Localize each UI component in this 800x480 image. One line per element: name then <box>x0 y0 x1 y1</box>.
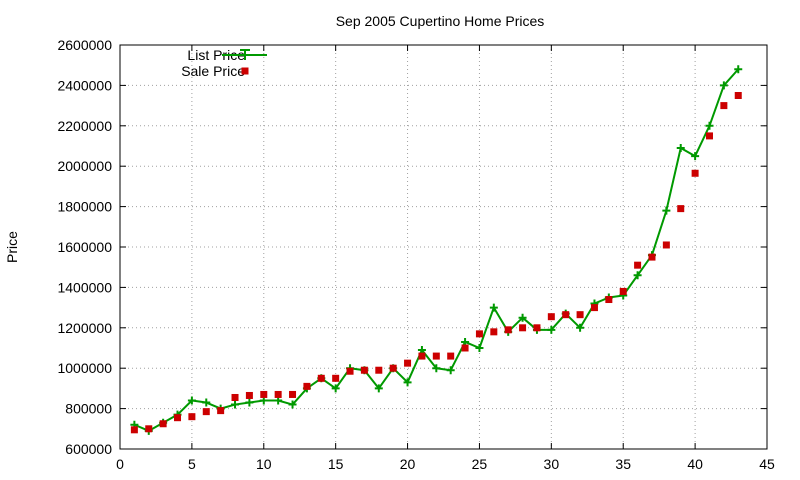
x-tick-label: 30 <box>544 456 560 472</box>
sale-price-point <box>519 324 527 332</box>
sale-price-point <box>691 169 699 177</box>
sale-price-point <box>447 352 455 360</box>
sale-price-point <box>461 344 469 352</box>
sale-price-point <box>562 311 570 319</box>
ticks-layer: 0 5 10 15 20 25 30 35 40 45 600000 800000 1000000 120… <box>57 37 775 472</box>
sale-price-point <box>202 408 210 416</box>
sale-price-point <box>475 330 483 338</box>
list-price-point <box>734 65 743 74</box>
sale-price-point <box>734 92 742 99</box>
sale-price-point <box>159 420 167 428</box>
sale-price-point <box>705 132 713 140</box>
sale-price-point <box>389 364 397 372</box>
y-tick-label: 2000000 <box>57 158 112 174</box>
y-tick-label: 1000000 <box>57 360 112 376</box>
sale-price-point <box>130 426 138 434</box>
sale-price-point <box>317 374 325 382</box>
list-price-point <box>245 398 254 407</box>
list-price-point <box>475 344 484 352</box>
sale-price-point <box>720 102 728 110</box>
x-tick-label: 0 <box>116 456 124 472</box>
list-price-point <box>518 313 527 322</box>
sale-price-point <box>375 366 383 374</box>
list-price-point <box>547 325 556 334</box>
x-tick-label: 15 <box>328 456 344 472</box>
list-price-point <box>374 384 383 393</box>
legend-marker-list-price <box>240 49 250 60</box>
y-axis-label: Price <box>4 231 20 263</box>
list-price-point <box>705 121 714 130</box>
sale-price-point <box>504 326 512 334</box>
legend: List Price Sale Price <box>181 47 267 79</box>
y-tick-label: 800000 <box>65 401 112 417</box>
grid-layer <box>120 45 767 449</box>
sale-price-point <box>605 296 613 304</box>
y-tick-label: 1600000 <box>57 239 112 255</box>
x-tick-label: 10 <box>256 456 272 472</box>
sale-price-point <box>490 328 498 336</box>
legend-label-list-price: List Price <box>187 47 245 63</box>
sale-price-point <box>260 390 268 398</box>
y-tick-label: 1800000 <box>57 199 112 215</box>
list-price-point <box>446 366 455 375</box>
sale-price-point <box>245 391 253 399</box>
sale-price-point <box>619 287 627 295</box>
y-tick-label: 1400000 <box>57 279 112 295</box>
sale-price-point <box>231 393 239 401</box>
y-tick-label: 2600000 <box>57 37 112 53</box>
plot-frame <box>119 44 768 450</box>
sale-price-point <box>274 390 282 398</box>
sale-price-point <box>217 407 225 415</box>
x-tick-label: 40 <box>687 456 703 472</box>
list-price-point <box>331 384 340 393</box>
legend-marker-sale-price <box>241 67 249 75</box>
list-price-point <box>633 271 642 280</box>
x-tick-label: 45 <box>759 456 775 472</box>
sale-price-point <box>418 352 426 360</box>
list-price-point <box>432 364 441 373</box>
series-layer <box>130 65 743 435</box>
list-price-point <box>676 144 685 153</box>
x-tick-label: 25 <box>472 456 488 472</box>
sale-price-point <box>432 352 440 360</box>
sale-price-point <box>634 261 642 269</box>
y-tick-label: 2200000 <box>57 118 112 134</box>
sale-price-point <box>677 205 685 213</box>
sale-price-point <box>332 374 340 382</box>
sale-price-point <box>404 359 412 367</box>
sale-price-point <box>547 313 555 321</box>
x-tick-label: 35 <box>615 456 631 472</box>
sale-price-point <box>360 366 368 374</box>
sale-price-point <box>662 241 670 249</box>
x-tick-label: 20 <box>400 456 416 472</box>
legend-label-sale-price: Sale Price <box>181 63 245 79</box>
list-price-point <box>662 206 671 215</box>
y-tick-label: 2400000 <box>57 77 112 93</box>
list-price-point <box>719 81 728 90</box>
x-tick-label: 5 <box>188 456 196 472</box>
list-price-point <box>202 398 211 407</box>
list-price-point <box>691 152 700 161</box>
list-price-point <box>187 396 196 405</box>
sale-price-point <box>145 425 153 433</box>
list-price-line <box>133 68 739 432</box>
chart-title: Sep 2005 Cupertino Home Prices <box>336 13 545 29</box>
sale-price-point <box>533 324 541 332</box>
sale-price-point <box>346 367 354 375</box>
y-tick-label: 600000 <box>65 441 112 457</box>
sale-price-point <box>289 390 297 398</box>
sale-price-point <box>590 304 598 312</box>
list-price-point <box>288 400 297 409</box>
sale-price-point <box>576 311 584 319</box>
sale-price-point <box>303 382 311 390</box>
y-tick-label: 1200000 <box>57 320 112 336</box>
sale-price-point <box>188 413 196 421</box>
sale-price-point <box>648 253 656 261</box>
sale-price-point <box>174 414 182 422</box>
list-price-point <box>403 378 412 387</box>
list-price-point <box>489 303 498 312</box>
list-price-point <box>576 323 585 332</box>
list-price-point <box>231 400 240 409</box>
